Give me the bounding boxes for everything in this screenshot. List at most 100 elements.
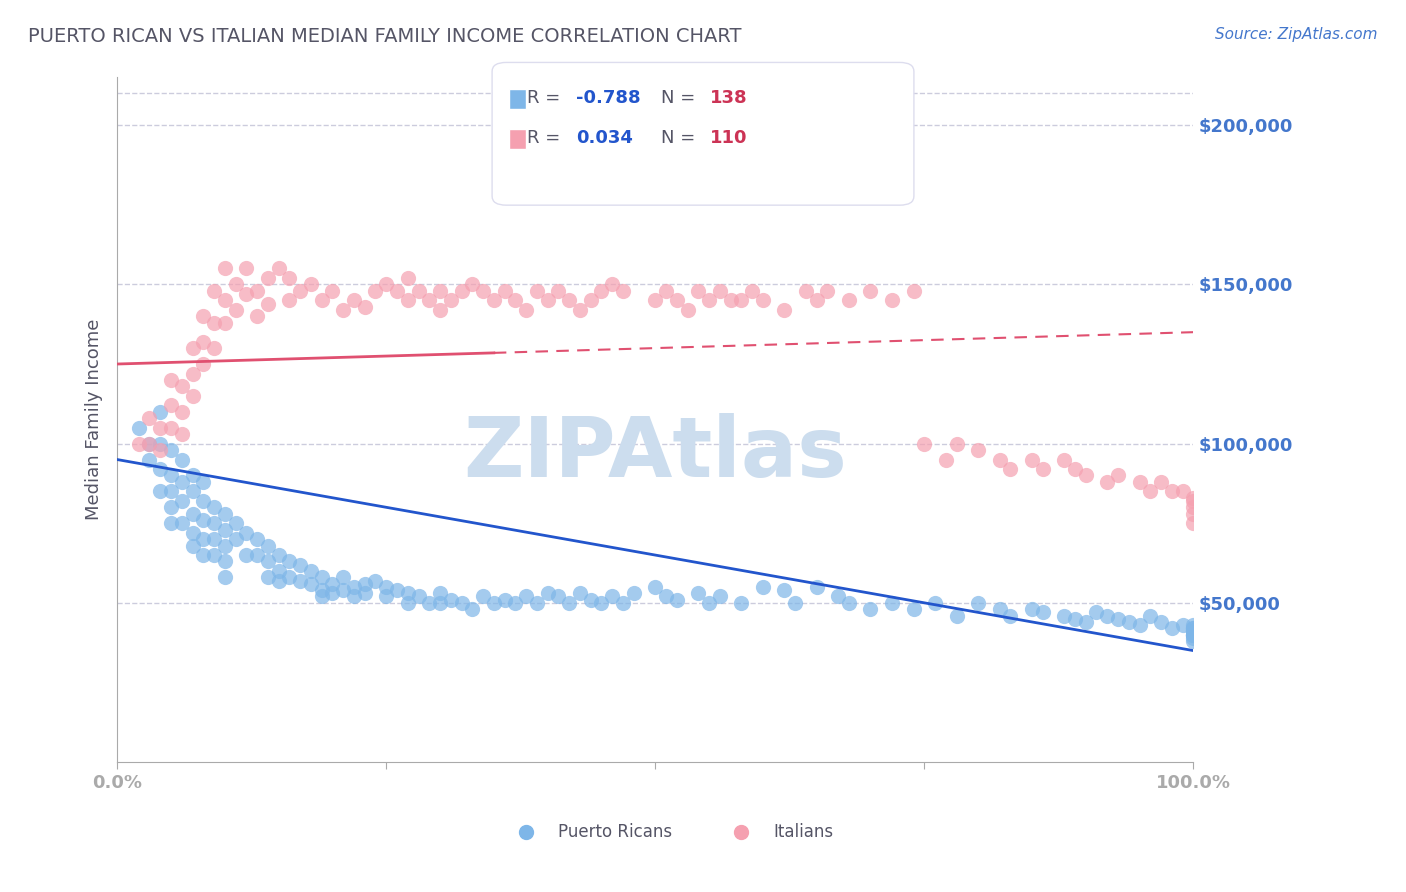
- Point: [160, 516, 183, 531]
- Point: [1074, 615, 1097, 629]
- Point: [730, 596, 752, 610]
- Point: [149, 462, 172, 476]
- Point: [429, 302, 451, 317]
- Point: [1182, 624, 1205, 639]
- Point: [494, 284, 516, 298]
- Point: [160, 484, 183, 499]
- Point: [967, 442, 990, 457]
- Point: [278, 554, 301, 568]
- Text: -0.788: -0.788: [576, 89, 641, 107]
- Point: [193, 310, 215, 324]
- Point: [202, 500, 225, 515]
- Point: [202, 284, 225, 298]
- Point: [880, 293, 903, 308]
- Point: [1150, 475, 1173, 489]
- Point: [160, 420, 183, 434]
- Point: [676, 302, 699, 317]
- Point: [688, 284, 710, 298]
- Point: [128, 420, 150, 434]
- Point: [1150, 615, 1173, 629]
- Point: [235, 525, 257, 540]
- Point: [193, 357, 215, 371]
- Point: [246, 532, 269, 546]
- Point: [494, 592, 516, 607]
- Point: [482, 293, 505, 308]
- Point: [235, 261, 257, 276]
- Point: [214, 261, 236, 276]
- Point: [612, 284, 634, 298]
- Point: [505, 596, 527, 610]
- Point: [988, 452, 1011, 467]
- Point: [225, 516, 247, 531]
- Point: [246, 310, 269, 324]
- Point: [193, 548, 215, 562]
- Point: [364, 574, 387, 588]
- Point: [202, 316, 225, 330]
- Point: [299, 576, 322, 591]
- Point: [429, 596, 451, 610]
- Point: [827, 590, 849, 604]
- Point: [1182, 628, 1205, 642]
- Point: [935, 452, 957, 467]
- Point: [138, 436, 160, 450]
- Point: [214, 293, 236, 308]
- Point: [193, 513, 215, 527]
- Point: [461, 602, 484, 616]
- Point: [558, 293, 581, 308]
- Point: [741, 284, 763, 298]
- Point: [278, 570, 301, 584]
- Point: [472, 590, 495, 604]
- Point: [655, 284, 678, 298]
- Point: [343, 293, 366, 308]
- Point: [170, 427, 193, 442]
- Point: [644, 580, 666, 594]
- Point: [903, 284, 925, 298]
- Point: [149, 405, 172, 419]
- Point: [568, 302, 591, 317]
- Point: [214, 507, 236, 521]
- Point: [623, 586, 645, 600]
- Point: [160, 442, 183, 457]
- Point: [1053, 608, 1076, 623]
- Point: [1160, 621, 1182, 635]
- Point: [472, 284, 495, 298]
- Point: [623, 188, 645, 202]
- Point: [912, 436, 935, 450]
- Text: Italians: Italians: [773, 823, 834, 841]
- Point: [1182, 618, 1205, 632]
- Point: [257, 554, 280, 568]
- Point: [375, 580, 398, 594]
- Point: [202, 548, 225, 562]
- Point: [181, 468, 204, 483]
- Point: [1182, 624, 1205, 639]
- Point: [665, 592, 688, 607]
- Point: [267, 548, 290, 562]
- Point: [170, 405, 193, 419]
- Point: [709, 590, 731, 604]
- Point: [591, 596, 613, 610]
- Point: [257, 570, 280, 584]
- Point: [482, 596, 505, 610]
- Text: R =: R =: [527, 89, 567, 107]
- Point: [1182, 628, 1205, 642]
- Point: [418, 293, 440, 308]
- Point: [267, 574, 290, 588]
- Point: [343, 580, 366, 594]
- Point: [1000, 462, 1022, 476]
- Point: [1182, 491, 1205, 505]
- Point: [257, 539, 280, 553]
- Point: [1021, 452, 1043, 467]
- Point: [785, 596, 807, 610]
- Point: [181, 367, 204, 381]
- Point: [730, 825, 752, 839]
- Point: [193, 334, 215, 349]
- Text: ZIPAtlas: ZIPAtlas: [464, 414, 848, 494]
- Point: [138, 452, 160, 467]
- Point: [170, 494, 193, 508]
- Point: [752, 293, 775, 308]
- Point: [202, 516, 225, 531]
- Point: [202, 341, 225, 355]
- Point: [214, 554, 236, 568]
- Point: [806, 580, 828, 594]
- Point: [214, 570, 236, 584]
